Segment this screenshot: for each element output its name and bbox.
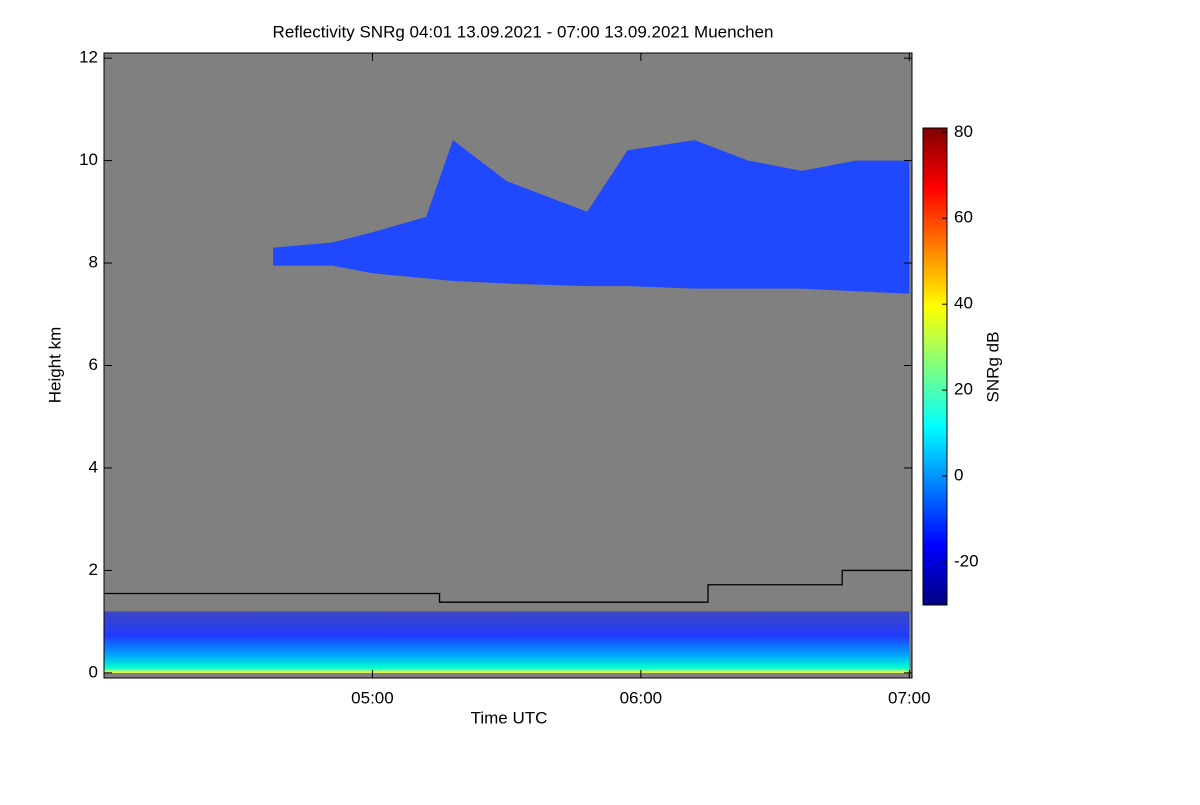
colorbar-tick-label: 60 xyxy=(954,208,973,227)
boundary-line xyxy=(104,569,910,603)
colorbar xyxy=(922,127,948,606)
x-tick-label: 06:00 xyxy=(620,688,663,707)
x-tick-label: 07:00 xyxy=(888,688,931,707)
colorbar-tick-label: -20 xyxy=(954,552,979,571)
y-tick-label: 10 xyxy=(79,150,98,169)
chart-title: Reflectivity SNRg 04:01 13.09.2021 - 07:… xyxy=(273,22,774,41)
y-tick-label: 12 xyxy=(79,48,98,67)
colorbar-label: SNRg dB xyxy=(983,332,1002,403)
y-tick-label: 0 xyxy=(89,662,98,681)
plot-background xyxy=(104,53,912,678)
colorbar-tick-label: 80 xyxy=(954,122,973,141)
y-tick-label: 2 xyxy=(89,560,98,579)
y-tick-label: 8 xyxy=(89,253,98,272)
colorbar-tick-label: 0 xyxy=(954,466,963,485)
y-tick-label: 6 xyxy=(89,355,98,374)
x-tick-label: 05:00 xyxy=(351,688,394,707)
y-tick-label: 4 xyxy=(89,457,98,476)
colorbar-tick-label: 40 xyxy=(954,294,973,313)
y-axis-label: Height km xyxy=(45,327,64,404)
x-axis-label: Time UTC xyxy=(471,708,548,727)
clutter-area xyxy=(104,611,910,673)
cloud-area xyxy=(273,140,910,294)
colorbar-tick-label: 20 xyxy=(954,380,973,399)
